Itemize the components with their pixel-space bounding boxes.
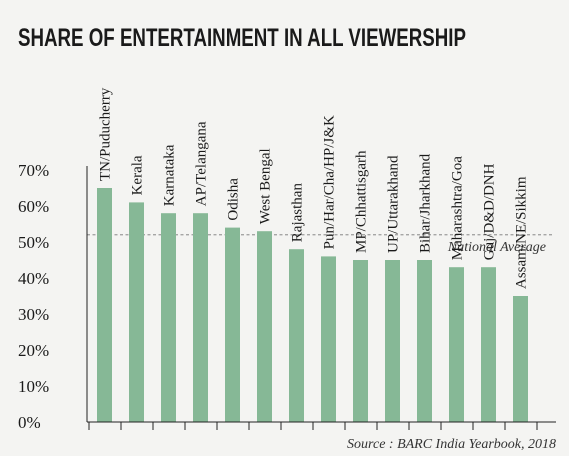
bar	[289, 249, 304, 422]
bar	[353, 260, 368, 422]
y-tick-label: 50%	[18, 233, 49, 252]
category-label: UP/Uttarakhand	[386, 155, 402, 253]
category-label: Bihar/Jharkhand	[418, 153, 434, 253]
category-label: AP/Telangana	[194, 121, 210, 206]
category-label: West Bengal	[258, 148, 274, 224]
bar	[257, 231, 272, 422]
bar	[225, 227, 240, 422]
category-label: Maharashtra/Goa	[450, 156, 466, 260]
y-tick-label: 10%	[18, 377, 49, 396]
category-label: MP/Chhattisgarh	[354, 150, 370, 253]
chart-title: SHARE OF ENTERTAINMENT IN ALL VIEWERSHIP	[18, 24, 466, 52]
bar	[417, 260, 432, 422]
bar	[321, 256, 336, 422]
bar	[449, 267, 464, 422]
y-tick-label: 20%	[18, 341, 49, 360]
category-label: Assam/NE/Sikkim	[514, 176, 530, 289]
bar	[385, 260, 400, 422]
bar	[513, 296, 528, 422]
bar	[129, 202, 144, 422]
source-note: Source : BARC India Yearbook, 2018	[347, 437, 556, 452]
category-label: Rajasthan	[290, 183, 306, 243]
category-label: Kerala	[130, 155, 146, 195]
category-label: TN/Puducherry	[98, 87, 114, 181]
category-label: Karnataka	[162, 144, 178, 206]
y-tick-label: 60%	[18, 197, 49, 216]
bar	[97, 188, 112, 422]
national-average-label: National Average	[447, 240, 546, 255]
category-label: Pun/Har/Cha/HP/J&K	[322, 115, 338, 249]
bar	[193, 213, 208, 422]
y-tick-label: 30%	[18, 305, 49, 324]
category-label: Guj/D&D/DNH	[482, 163, 498, 260]
y-tick-label: 0%	[18, 413, 41, 432]
y-tick-label: 40%	[18, 269, 49, 288]
y-tick-label: 70%	[18, 161, 49, 180]
category-label: Odisha	[226, 178, 242, 221]
bar	[161, 213, 176, 422]
bar	[481, 267, 496, 422]
